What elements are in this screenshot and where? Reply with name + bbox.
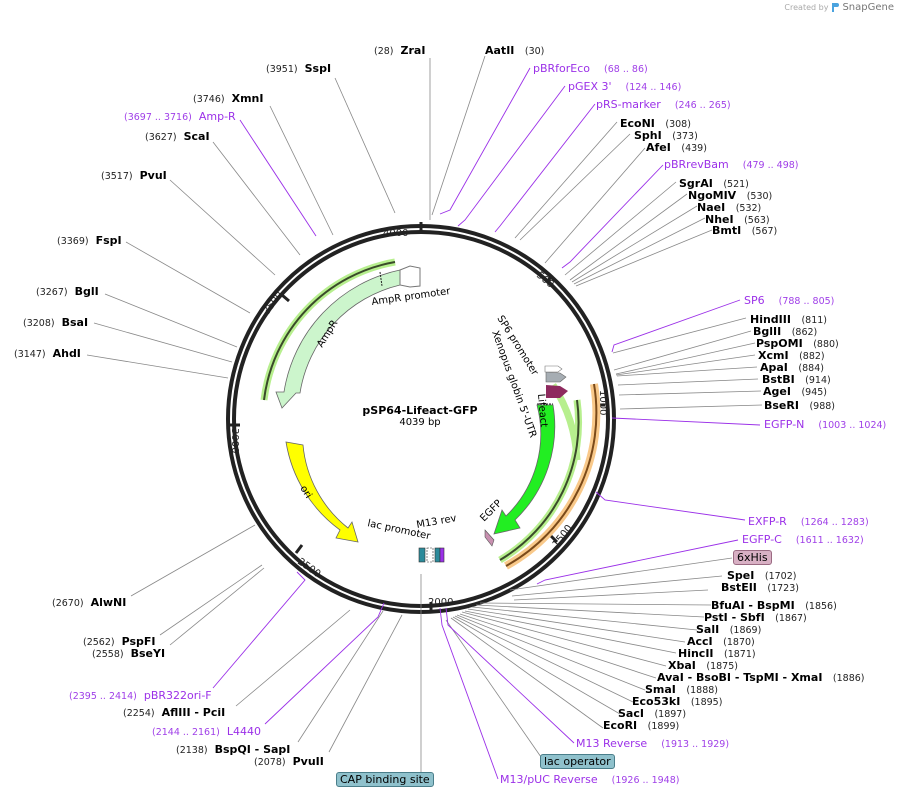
- feature-6xHis-box[interactable]: 6xHis: [733, 550, 772, 565]
- primer-EGFP-C[interactable]: EGFP-C (1611 .. 1632): [742, 533, 864, 546]
- his-tag-marker: [484, 529, 495, 547]
- snapgene-logo-icon: [832, 3, 840, 12]
- enzyme-SspI[interactable]: (3951) SspI: [266, 62, 332, 75]
- enzyme-NgoMIV[interactable]: NgoMIV (530): [688, 189, 773, 202]
- cap-site-box: [418, 547, 426, 563]
- plasmid-name: pSP64-Lifeact-GFP: [362, 404, 478, 417]
- left-primer-connectors: [212, 119, 385, 725]
- tick-2000: 2000: [428, 597, 453, 608]
- primer-pBRforEco[interactable]: pBRforEco (68 .. 86): [533, 62, 648, 75]
- tick-4000: 4000: [383, 228, 408, 239]
- enzyme-BglII[interactable]: BglII (862): [753, 325, 818, 338]
- enzyme-BglI[interactable]: (3267) BglI: [36, 285, 99, 298]
- plasmid-title: pSP64-Lifeact-GFP 4039 bp: [340, 404, 500, 428]
- enzyme-AfeI[interactable]: AfeI (439): [646, 141, 707, 154]
- enzyme-BstEII[interactable]: BstEII (1723): [721, 581, 799, 594]
- enzyme-BfuAI-BspMI[interactable]: BfuAI - BspMI (1856): [711, 599, 837, 612]
- enzyme-AhdI[interactable]: (3147) AhdI: [14, 347, 81, 360]
- ampr-promoter-boundary: [379, 271, 383, 287]
- enzyme-ZraI[interactable]: (28) ZraI: [374, 44, 426, 57]
- primer-pBRrevBam[interactable]: pBRrevBam (479 .. 498): [664, 158, 799, 171]
- ampr-arrow: [275, 269, 401, 409]
- enzyme-ApaI[interactable]: ApaI (884): [760, 361, 824, 374]
- tick-marks: [230, 222, 605, 612]
- xenopus-utr-arrow: [545, 371, 567, 383]
- enzyme-XbaI[interactable]: XbaI (1875): [668, 659, 738, 672]
- ampr-promoter-arrow: [399, 265, 421, 288]
- enzyme-XcmI[interactable]: XcmI (882): [758, 349, 825, 362]
- enzyme-BseRI[interactable]: BseRI (988): [764, 399, 836, 412]
- enzyme-HincII[interactable]: HincII (1871): [678, 647, 756, 660]
- enzyme-PvuII[interactable]: (2078) PvuII: [254, 755, 324, 768]
- lifeact-arrow: [546, 385, 568, 398]
- enzyme-FspI[interactable]: (3369) FspI: [57, 234, 122, 247]
- enzyme-AflIII-PciI[interactable]: (2254) AflIII - PciI: [123, 706, 226, 719]
- plasmid-length: 4039 bp: [399, 417, 441, 428]
- enzyme-SpeI[interactable]: SpeI (1702): [727, 569, 797, 582]
- primer-pBR322ori-F[interactable]: (2395 .. 2414) pBR322ori-F: [69, 689, 212, 702]
- feature-lac-operator-box[interactable]: lac operator: [540, 754, 615, 769]
- left-connectors: [86, 58, 431, 772]
- tick-3000: 3000: [229, 428, 240, 453]
- enzyme-AlwNI[interactable]: (2670) AlwNI: [52, 596, 127, 609]
- lac-promoter-box: [426, 547, 434, 563]
- enzyme-SgrAI[interactable]: SgrAI (521): [679, 177, 749, 190]
- feature-cap-binding-site-box[interactable]: CAP binding site: [336, 772, 434, 787]
- enzyme-AatII[interactable]: AatII (30): [485, 44, 545, 57]
- right-connectors: [431, 55, 763, 758]
- tick-1000: 1000: [597, 390, 608, 415]
- primer-Amp-R[interactable]: (3697 .. 3716) Amp-R: [124, 110, 236, 123]
- enzyme-ScaI[interactable]: (3627) ScaI: [145, 130, 210, 143]
- primer-SP6[interactable]: SP6 (788 .. 805): [744, 294, 835, 307]
- enzyme-AvaI-BsoBI-TspMI-XmaI[interactable]: AvaI - BsoBI - TspMI - XmaI (1886): [657, 671, 865, 684]
- enzyme-NheI[interactable]: NheI (563): [705, 213, 770, 226]
- ori-arrow: [285, 441, 359, 543]
- primer-pGEX3[interactable]: pGEX 3' (124 .. 146): [568, 80, 682, 93]
- primer-M13-Reverse[interactable]: M13 Reverse (1913 .. 1929): [576, 737, 730, 750]
- snapgene-credit: Created by SnapGene: [784, 2, 894, 13]
- credit-brand: SnapGene: [842, 2, 894, 13]
- enzyme-PspFI[interactable]: (2562) PspFI: [83, 635, 156, 648]
- lac-operator-marker: [434, 547, 441, 563]
- enzyme-SmaI[interactable]: SmaI (1888): [645, 683, 718, 696]
- primer-EGFP-N[interactable]: EGFP-N (1003 .. 1024): [764, 418, 887, 431]
- enzyme-EcoNI[interactable]: EcoNI (308): [620, 117, 691, 130]
- primer-L4440[interactable]: (2144 .. 2161) L4440: [152, 725, 261, 738]
- right-primer-connectors: [439, 67, 761, 780]
- enzyme-PspOMI[interactable]: PspOMI (880): [756, 337, 839, 350]
- his-fusion-line: [505, 383, 598, 567]
- m13-rev-marker: [439, 547, 445, 563]
- enzyme-BseYI[interactable]: (2558) BseYI: [92, 647, 166, 660]
- primer-EXFP-R[interactable]: EXFP-R (1264 .. 1283): [748, 515, 869, 528]
- enzyme-SalI[interactable]: SalI (1869): [696, 623, 762, 636]
- enzyme-AgeI[interactable]: AgeI (945): [763, 385, 827, 398]
- enzyme-XmnI[interactable]: (3746) XmnI: [193, 92, 264, 105]
- enzyme-SacI[interactable]: SacI (1897): [618, 707, 687, 720]
- lifeact-label: Lifeact: [535, 393, 549, 427]
- ampr-orf-line: [263, 261, 396, 401]
- enzyme-HindIII[interactable]: HindIII (811): [750, 313, 828, 326]
- credit-prefix: Created by: [784, 3, 829, 12]
- enzyme-PstI-SbfI[interactable]: PstI - SbfI (1867): [704, 611, 807, 624]
- egfp-orf-line: [499, 399, 580, 561]
- enzyme-PvuI[interactable]: (3517) PvuI: [101, 169, 167, 182]
- enzyme-SphI[interactable]: SphI (373): [634, 129, 698, 142]
- enzyme-BstBI[interactable]: BstBI (914): [762, 373, 831, 386]
- enzyme-NaeI[interactable]: NaeI (532): [697, 201, 762, 214]
- egfp-arrow: [493, 404, 556, 535]
- m13-rev-label: M13 rev: [416, 513, 458, 531]
- primer-M13-pUC-Reverse[interactable]: M13/pUC Reverse (1926 .. 1948): [500, 773, 680, 786]
- enzyme-BmtI[interactable]: BmtI (567): [712, 224, 778, 237]
- enzyme-Eco53kI[interactable]: Eco53kI (1895): [632, 695, 723, 708]
- enzyme-AccI[interactable]: AccI (1870): [687, 635, 755, 648]
- enzyme-BsaI[interactable]: (3208) BsaI: [23, 316, 89, 329]
- sp6-promoter-arrow: [544, 365, 563, 373]
- enzyme-EcoRI[interactable]: EcoRI (1899): [603, 719, 680, 732]
- enzyme-BspQI-SapI[interactable]: (2138) BspQI - SapI: [176, 743, 291, 756]
- primer-pRS-marker[interactable]: pRS-marker (246 .. 265): [596, 98, 731, 111]
